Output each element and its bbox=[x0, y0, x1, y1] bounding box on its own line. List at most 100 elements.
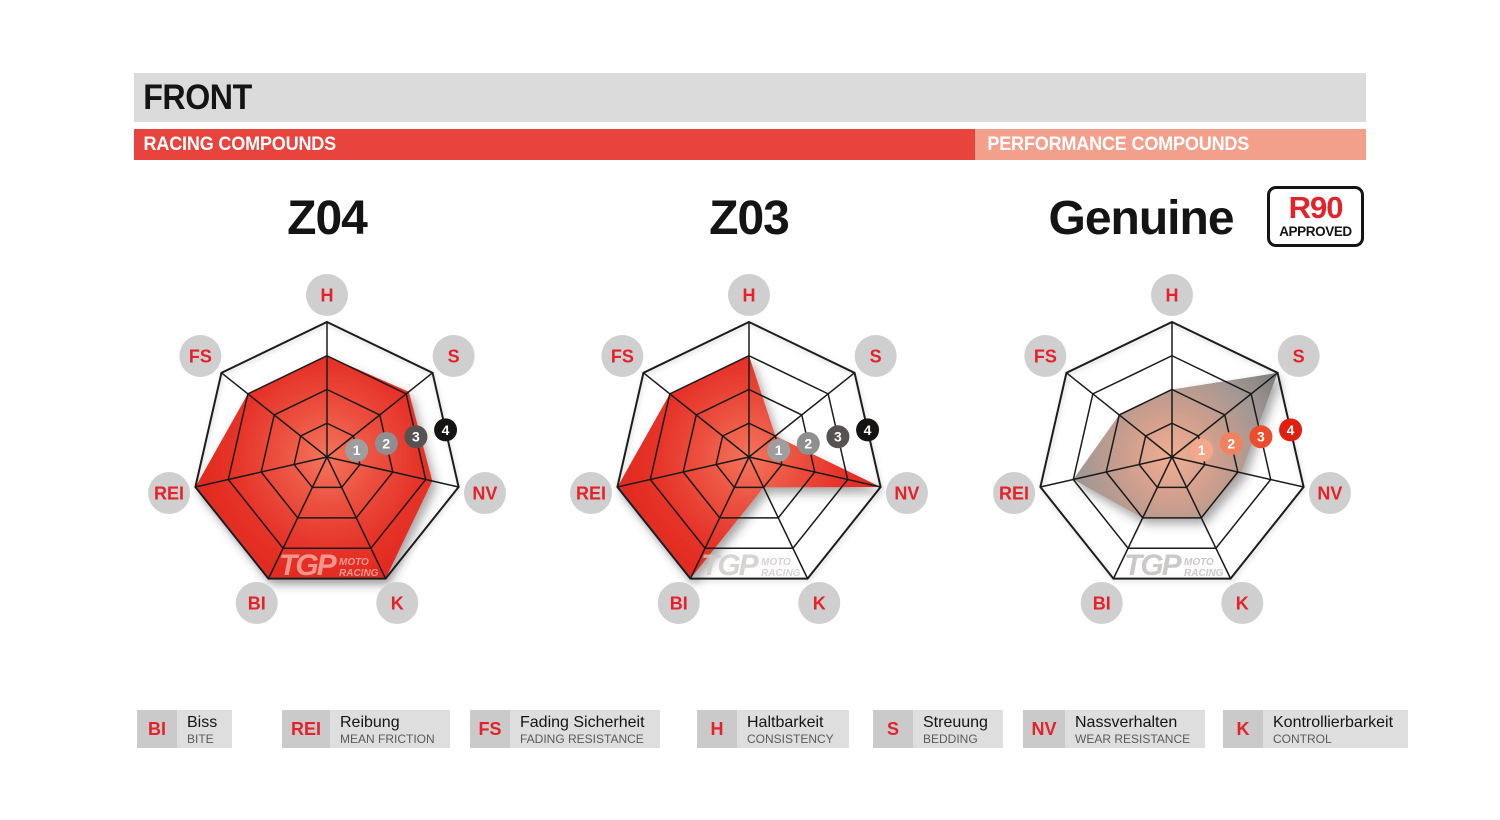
legend-abbr-fs: FS bbox=[470, 710, 510, 748]
radar-chart-z03: 1 2 3 4 H S NV K BI REI FS TGP MOTO RACING bbox=[549, 274, 949, 647]
scale-marker-2: 2 bbox=[796, 431, 820, 455]
radar-chart-genuine: 1 2 3 4 H S NV K BI REI FS TGP MOTO RACING bbox=[972, 274, 1372, 647]
grid-ring-2 bbox=[682, 388, 816, 519]
legend-english-term: CONTROL bbox=[1273, 732, 1332, 746]
svg-text:BI: BI bbox=[670, 593, 688, 613]
radar-chart-z04: 1 2 3 4 H S NV K BI REI FS TGP MOTO RACING bbox=[127, 274, 527, 647]
axis-label-s: S bbox=[1277, 334, 1320, 377]
svg-text:3: 3 bbox=[834, 429, 842, 445]
svg-text:4: 4 bbox=[442, 422, 450, 438]
chart-title-z04: Z04 bbox=[287, 192, 368, 245]
legend-item-s: S Streuung BEDDING bbox=[873, 710, 1003, 748]
svg-text:3: 3 bbox=[1257, 429, 1265, 445]
svg-text:2: 2 bbox=[804, 435, 812, 451]
axis-label-rei: REI bbox=[570, 472, 613, 515]
svg-text:TGP: TGP bbox=[279, 549, 338, 582]
svg-text:NV: NV bbox=[1317, 484, 1342, 504]
legend-item-rei: REI Reibung MEAN FRICTION bbox=[282, 710, 450, 748]
legend-german-term: Haltbarkeit bbox=[747, 714, 824, 731]
racing-compounds-label: RACING COMPOUNDS bbox=[143, 133, 337, 155]
axis-label-s: S bbox=[854, 334, 897, 377]
grid-spoke-NV bbox=[1171, 456, 1304, 488]
svg-text:H: H bbox=[321, 286, 334, 306]
data-polygon-genuine bbox=[1073, 372, 1278, 518]
svg-text:REI: REI bbox=[154, 484, 184, 504]
svg-text:BI: BI bbox=[248, 593, 266, 613]
svg-text:TGP: TGP bbox=[1124, 549, 1183, 582]
axis-label-fs: FS bbox=[179, 334, 222, 377]
axis-label-bi: BI bbox=[1080, 581, 1123, 624]
svg-text:FS: FS bbox=[189, 346, 212, 366]
axis-label-bi: BI bbox=[235, 581, 278, 624]
svg-text:REI: REI bbox=[999, 484, 1029, 504]
svg-text:1: 1 bbox=[775, 442, 783, 458]
scale-marker-1: 1 bbox=[345, 438, 369, 462]
legend-abbr-rei: REI bbox=[282, 710, 330, 748]
legend-english-term: BEDDING bbox=[923, 732, 978, 746]
legend-german-term: Nassverhalten bbox=[1075, 714, 1178, 731]
legend-abbr-nv: NV bbox=[1023, 710, 1065, 748]
grid-spoke-NV bbox=[326, 456, 459, 488]
legend-english-term: CONSISTENCY bbox=[747, 732, 834, 746]
grid-ring-3 bbox=[1072, 354, 1272, 549]
axis-label-bi: BI bbox=[657, 581, 700, 624]
axis-label-fs: FS bbox=[601, 334, 644, 377]
legend-text-bi: Biss BITE bbox=[177, 710, 233, 748]
svg-text:S: S bbox=[1293, 346, 1305, 366]
chart-title-z03: Z03 bbox=[709, 192, 790, 245]
grid-spoke-REI bbox=[617, 456, 750, 488]
legend-german-term: Biss bbox=[187, 714, 218, 731]
scale-marker-2: 2 bbox=[374, 431, 398, 455]
grid-spoke-BI bbox=[689, 456, 750, 579]
scale-marker-3: 3 bbox=[404, 425, 428, 449]
legend-item-bi: BI Biss BITE bbox=[137, 710, 233, 748]
legend-item-h: H Haltbarkeit CONSISTENCY bbox=[697, 710, 849, 748]
scale-marker-4: 4 bbox=[1279, 418, 1303, 442]
svg-text:K: K bbox=[1236, 593, 1249, 613]
grid-spoke-K bbox=[1171, 456, 1232, 579]
svg-text:MOTO: MOTO bbox=[761, 557, 791, 568]
scale-marker-1: 1 bbox=[1190, 438, 1214, 462]
scale-marker-3: 3 bbox=[1249, 425, 1273, 449]
axis-label-fs: FS bbox=[1024, 334, 1067, 377]
axis-label-rei: REI bbox=[148, 472, 191, 515]
axis-label-rei: REI bbox=[993, 472, 1036, 515]
grid-spoke-K bbox=[326, 456, 387, 579]
legend-text-k: Kontrollierbarkeit CONTROL bbox=[1263, 710, 1409, 748]
axis-label-k: K bbox=[1221, 581, 1264, 624]
svg-text:NV: NV bbox=[472, 484, 497, 504]
racing-compounds-banner: RACING COMPOUNDS bbox=[134, 129, 975, 160]
legend-german-term: Fading Sicherheit bbox=[520, 714, 645, 731]
svg-text:2: 2 bbox=[382, 435, 390, 451]
grid-ring-2 bbox=[1105, 388, 1239, 519]
performance-compounds-banner: PERFORMANCE COMPOUNDS bbox=[975, 129, 1366, 160]
grid-ring-3 bbox=[227, 354, 427, 549]
svg-text:S: S bbox=[870, 346, 882, 366]
svg-text:3: 3 bbox=[412, 429, 420, 445]
svg-text:S: S bbox=[448, 346, 460, 366]
legend-english-term: FADING RESISTANCE bbox=[520, 732, 644, 746]
svg-text:K: K bbox=[391, 593, 404, 613]
legend-abbr-s: S bbox=[873, 710, 913, 748]
grid-spoke-NV bbox=[748, 456, 881, 488]
legend-text-nv: Nassverhalten WEAR RESISTANCE bbox=[1065, 710, 1206, 748]
axis-label-h: H bbox=[1151, 274, 1193, 316]
legend-text-h: Haltbarkeit CONSISTENCY bbox=[737, 710, 849, 748]
axis-label-k: K bbox=[376, 581, 419, 624]
axis-label-nv: NV bbox=[1308, 472, 1351, 515]
svg-text:RACING: RACING bbox=[1184, 568, 1224, 579]
axis-label-h: H bbox=[306, 274, 348, 316]
axis-label-s: S bbox=[432, 334, 475, 377]
grid-ring-4 bbox=[616, 320, 882, 580]
scale-marker-1: 1 bbox=[767, 438, 791, 462]
svg-text:2: 2 bbox=[1227, 435, 1235, 451]
grid-spoke-S bbox=[1171, 372, 1279, 458]
legend-item-fs: FS Fading Sicherheit FADING RESISTANCE bbox=[470, 710, 660, 748]
legend-german-term: Reibung bbox=[340, 714, 400, 731]
grid-spoke-BI bbox=[267, 456, 328, 579]
legend-text-fs: Fading Sicherheit FADING RESISTANCE bbox=[510, 710, 660, 748]
legend-item-k: K Kontrollierbarkeit CONTROL bbox=[1223, 710, 1409, 748]
svg-text:RACING: RACING bbox=[339, 568, 379, 579]
